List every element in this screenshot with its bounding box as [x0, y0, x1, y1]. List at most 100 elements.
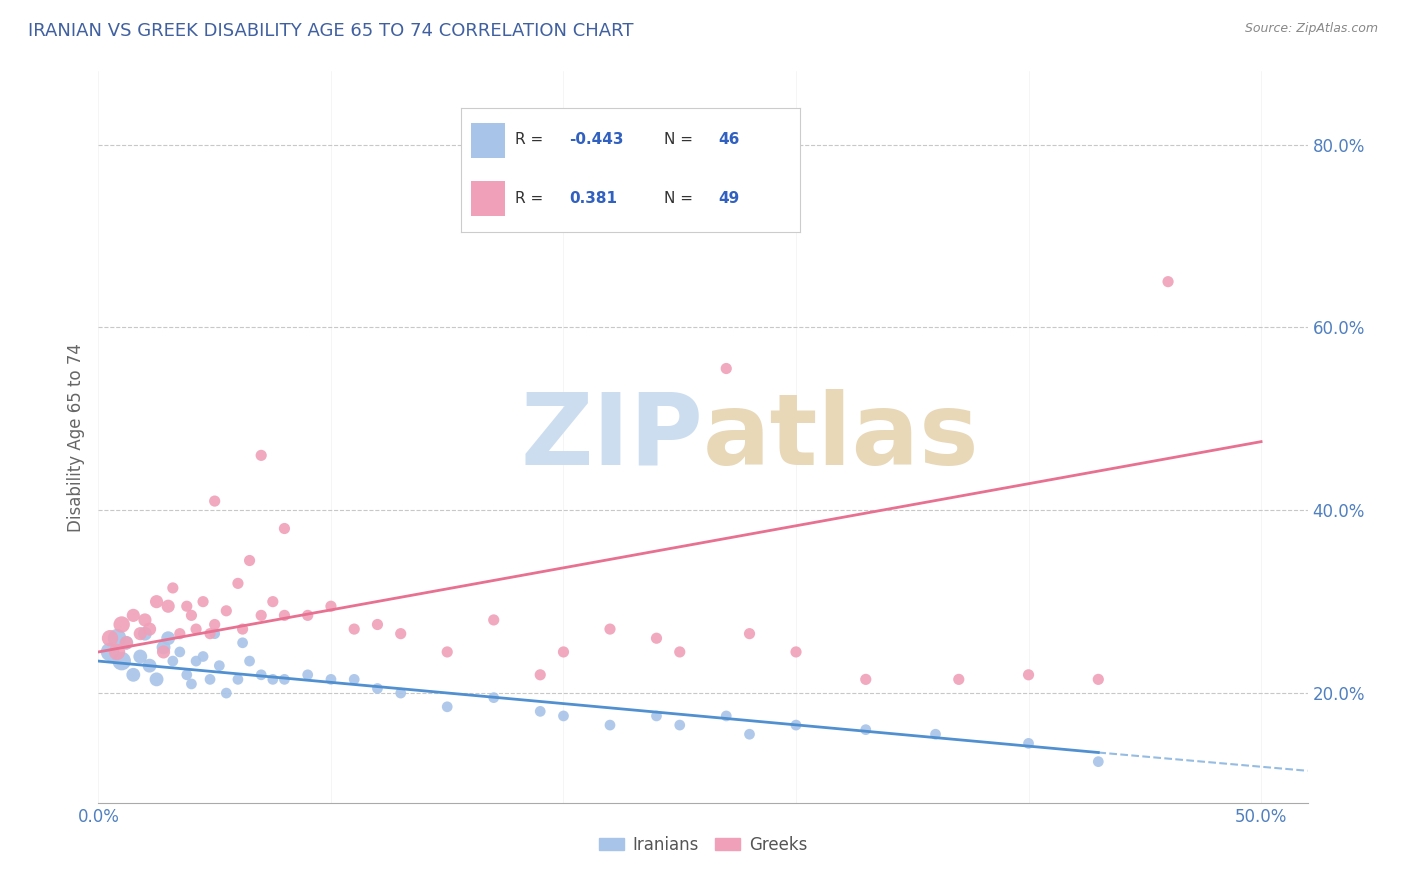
- Point: [482, 690, 505, 705]
- Point: [297, 608, 319, 623]
- Point: [152, 640, 174, 655]
- Point: [436, 699, 458, 714]
- Point: [122, 667, 145, 681]
- Point: [343, 622, 366, 636]
- Point: [176, 599, 198, 614]
- Point: [1018, 667, 1040, 681]
- Point: [239, 553, 262, 567]
- Point: [273, 608, 295, 623]
- Point: [98, 632, 121, 646]
- Point: [105, 645, 128, 659]
- Point: [162, 581, 184, 595]
- Point: [1087, 673, 1109, 687]
- Point: [157, 599, 180, 614]
- Point: [668, 718, 690, 732]
- Point: [262, 594, 284, 608]
- Point: [297, 667, 319, 681]
- Point: [226, 576, 249, 591]
- Point: [184, 654, 207, 668]
- Point: [129, 626, 152, 640]
- Point: [198, 626, 221, 640]
- Point: [98, 645, 121, 659]
- Point: [1087, 755, 1109, 769]
- Point: [924, 727, 946, 741]
- Point: [668, 645, 690, 659]
- Point: [785, 645, 807, 659]
- Text: IRANIAN VS GREEK DISABILITY AGE 65 TO 74 CORRELATION CHART: IRANIAN VS GREEK DISABILITY AGE 65 TO 74…: [28, 22, 634, 40]
- Point: [191, 649, 214, 664]
- Text: atlas: atlas: [703, 389, 980, 485]
- Point: [115, 636, 138, 650]
- Point: [198, 673, 221, 687]
- Text: Source: ZipAtlas.com: Source: ZipAtlas.com: [1244, 22, 1378, 36]
- Point: [529, 705, 551, 719]
- Point: [169, 626, 191, 640]
- Point: [599, 622, 621, 636]
- Point: [855, 673, 877, 687]
- Point: [738, 727, 761, 741]
- Point: [250, 667, 273, 681]
- Point: [105, 632, 128, 646]
- Point: [145, 594, 167, 608]
- Point: [599, 718, 621, 732]
- Point: [1157, 275, 1180, 289]
- Point: [134, 613, 156, 627]
- Point: [948, 673, 970, 687]
- Point: [226, 673, 249, 687]
- Point: [436, 645, 458, 659]
- Point: [145, 673, 167, 687]
- Point: [319, 599, 342, 614]
- Point: [180, 608, 202, 623]
- Point: [204, 617, 226, 632]
- Point: [273, 673, 295, 687]
- Point: [232, 622, 254, 636]
- Point: [553, 709, 575, 723]
- Point: [389, 626, 412, 640]
- Point: [152, 645, 174, 659]
- Point: [645, 632, 668, 646]
- Point: [122, 608, 145, 623]
- Point: [553, 645, 575, 659]
- Point: [389, 686, 412, 700]
- Y-axis label: Disability Age 65 to 74: Disability Age 65 to 74: [66, 343, 84, 532]
- Point: [208, 658, 231, 673]
- Point: [180, 677, 202, 691]
- Point: [111, 654, 134, 668]
- Point: [738, 626, 761, 640]
- Point: [1018, 736, 1040, 750]
- Point: [191, 594, 214, 608]
- Point: [855, 723, 877, 737]
- Point: [262, 673, 284, 687]
- Point: [239, 654, 262, 668]
- Point: [115, 636, 138, 650]
- Point: [162, 654, 184, 668]
- Point: [366, 681, 388, 696]
- Point: [157, 632, 180, 646]
- Point: [716, 709, 738, 723]
- Point: [215, 686, 238, 700]
- Point: [273, 521, 295, 535]
- Point: [343, 673, 366, 687]
- Point: [129, 649, 152, 664]
- Legend: Iranians, Greeks: Iranians, Greeks: [592, 829, 814, 860]
- Point: [785, 718, 807, 732]
- Point: [215, 604, 238, 618]
- Text: ZIP: ZIP: [520, 389, 703, 485]
- Point: [134, 626, 156, 640]
- Point: [319, 673, 342, 687]
- Point: [204, 626, 226, 640]
- Point: [716, 361, 738, 376]
- Point: [138, 622, 160, 636]
- Point: [176, 667, 198, 681]
- Point: [138, 658, 160, 673]
- Point: [482, 613, 505, 627]
- Point: [204, 494, 226, 508]
- Point: [250, 608, 273, 623]
- Point: [645, 709, 668, 723]
- Point: [111, 617, 134, 632]
- Point: [529, 667, 551, 681]
- Point: [366, 617, 388, 632]
- Point: [250, 448, 273, 462]
- Point: [232, 636, 254, 650]
- Point: [169, 645, 191, 659]
